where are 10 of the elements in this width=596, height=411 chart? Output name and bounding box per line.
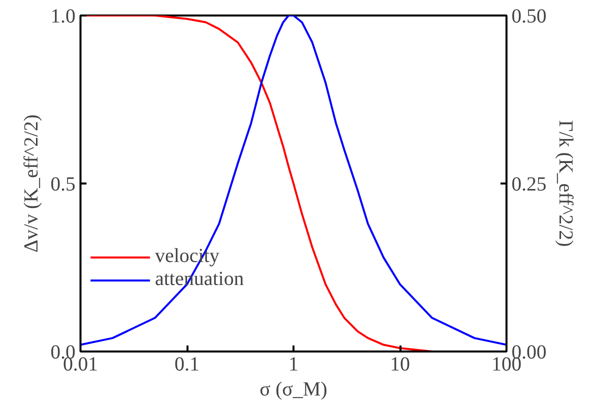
x-tick-label: 0.1 [174,354,200,376]
x-tick-label: 10 [390,354,410,376]
y-tick-label: 0.5 [50,174,76,196]
x-tick-label: 1 [288,354,298,376]
y2-tick-label: 0.25 [512,174,546,196]
y-tick-label: 1.0 [50,6,76,28]
y2-tick-label: 0.50 [512,6,546,28]
y-axis-title: Δv/v (K_eff^2/2) [20,114,42,252]
x-axis-title: σ (σ_M) [260,378,328,400]
y2-axis-title: Γ/k (K_eff^2/2) [554,120,576,247]
